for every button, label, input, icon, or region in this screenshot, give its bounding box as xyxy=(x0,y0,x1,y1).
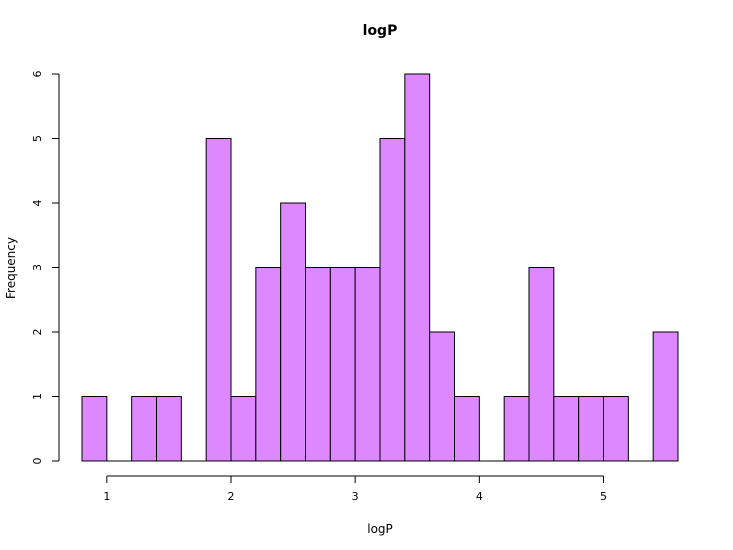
y-tick-label: 1 xyxy=(31,393,44,400)
histogram-bar xyxy=(329,267,356,462)
histogram-bar xyxy=(131,396,158,462)
x-tick-label: 2 xyxy=(228,490,235,503)
y-tick-label: 6 xyxy=(31,71,44,78)
y-tick-label: 4 xyxy=(31,200,44,207)
histogram-bar xyxy=(454,396,480,462)
x-axis-label: logP xyxy=(367,522,393,536)
histogram-bar xyxy=(379,138,406,462)
histogram-bar xyxy=(652,331,679,462)
y-axis-label: Frequency xyxy=(4,237,18,299)
y-tick-label: 2 xyxy=(31,329,44,336)
x-axis: 1 2 3 4 5 xyxy=(103,475,607,503)
histogram-bar xyxy=(603,396,629,462)
histogram-bar xyxy=(280,202,306,462)
histogram-bar xyxy=(305,267,331,462)
y-tick-label: 3 xyxy=(31,264,44,271)
y-axis: 0 1 2 3 4 5 6 xyxy=(31,71,60,465)
histogram-bar xyxy=(156,396,182,462)
histogram-bar xyxy=(528,267,555,462)
y-tick-label: 0 xyxy=(31,458,44,465)
x-tick-label: 3 xyxy=(352,490,359,503)
histogram-bar xyxy=(230,396,257,462)
x-tick-label: 4 xyxy=(476,490,483,503)
histogram-bar xyxy=(553,396,580,462)
histogram-bar xyxy=(404,73,431,462)
histogram-bar xyxy=(81,396,108,462)
x-tick-label: 5 xyxy=(600,490,607,503)
y-tick-label: 5 xyxy=(31,135,44,142)
histogram-bar xyxy=(503,396,530,462)
chart-title: logP xyxy=(363,23,398,39)
x-tick-label: 1 xyxy=(103,490,110,503)
histogram-bar xyxy=(255,267,282,462)
histogram-bar xyxy=(354,267,381,462)
histogram-bar xyxy=(578,396,605,462)
histogram-bar xyxy=(205,138,232,462)
histogram-bar xyxy=(429,331,455,462)
bars-group xyxy=(81,73,679,462)
